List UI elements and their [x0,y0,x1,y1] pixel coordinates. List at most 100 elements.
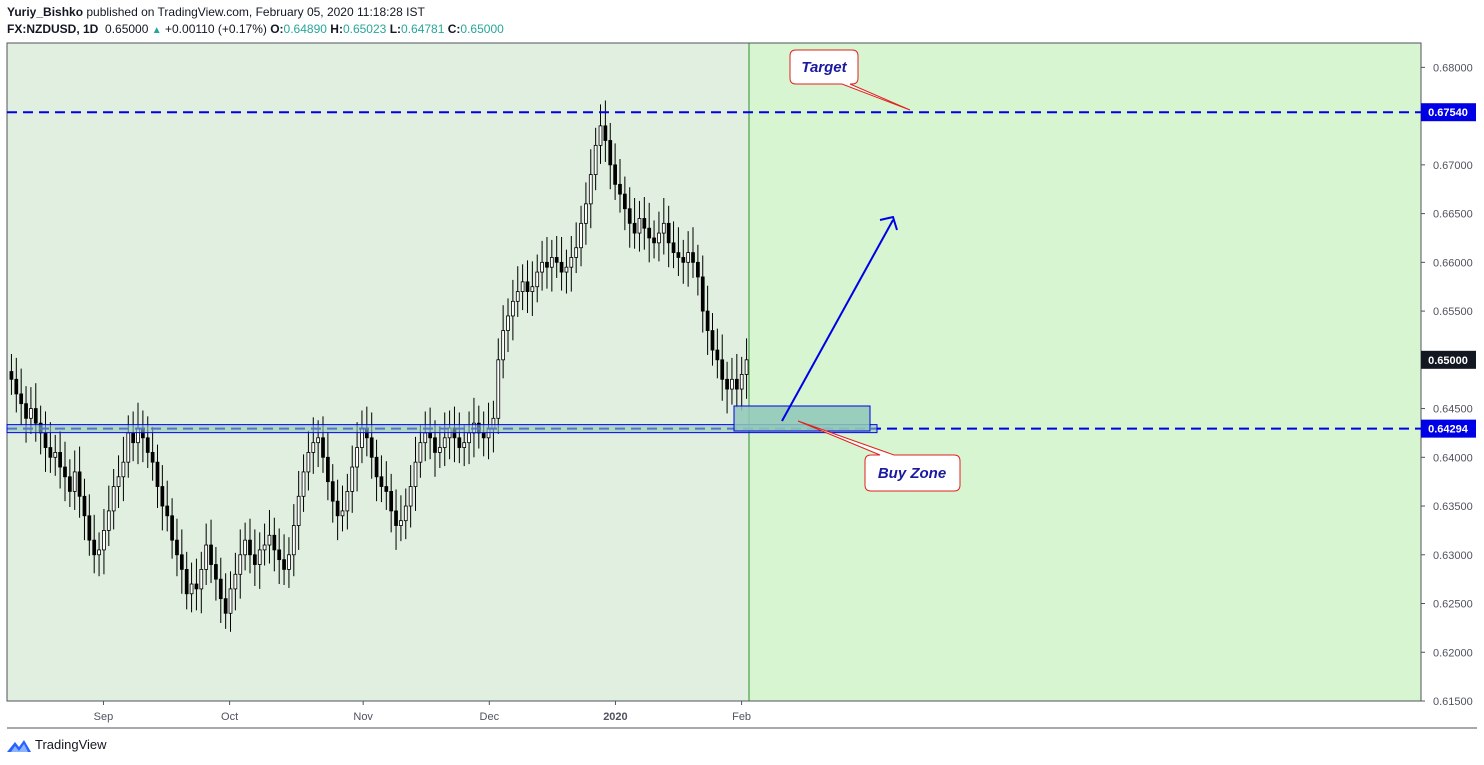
candle [252,529,257,586]
levels-group[interactable]: 0.67540 0.64294 [6,103,1476,438]
candle-body [165,505,170,517]
plot-frame [6,42,1422,702]
candle [652,220,656,259]
candle-body [262,544,267,551]
candle [102,508,106,575]
candle [218,557,223,624]
candle [394,489,398,550]
candle [248,518,252,574]
candle [53,434,58,476]
forecast-arrow[interactable] [781,219,894,422]
candle [335,479,340,541]
candle [106,485,111,547]
candle [14,357,19,413]
candle-body [496,359,501,419]
candle-body [506,315,510,331]
publish-date: published on TradingView.com, February 0… [86,5,425,19]
candle [189,562,194,613]
candle [403,488,408,540]
symbol-label[interactable]: FX:NZDUSD, 1D [7,22,99,36]
y-tick-label: 0.66000 [1433,257,1473,269]
y-tick-label: 0.64500 [1433,404,1473,416]
arrow-head-icon [879,215,898,231]
candle-body [525,281,530,292]
candle-body [442,437,447,448]
candle-body [355,447,359,468]
buy-zone-box[interactable] [733,405,871,432]
candle [710,313,715,366]
candle [63,441,67,502]
x-tick-label: 2020 [603,711,627,723]
candle-body [160,486,165,507]
y-tick-label: 0.63000 [1433,550,1473,562]
candle [175,518,179,577]
candle-body [715,349,720,361]
candle [72,450,77,510]
author-name[interactable]: Yuriy_Bishko [7,5,84,19]
candle-body [588,174,593,205]
candle-body [316,437,321,444]
y-tick-label: 0.63500 [1433,501,1473,513]
candle [384,461,389,510]
candle [730,357,734,405]
candle [67,459,72,508]
candle [739,356,744,411]
candle [506,298,510,353]
y-tick-label: 0.67000 [1433,160,1473,172]
candle [399,495,403,542]
candle [442,412,447,467]
candle-body [584,203,588,224]
candle [681,239,686,284]
candle [608,122,613,190]
candle [374,439,379,502]
candle [326,431,330,501]
candle [24,386,28,443]
candle [705,285,710,355]
candle [564,249,569,294]
candle-body [58,452,62,468]
candle [691,227,695,278]
candle-body [179,554,184,570]
candle [228,571,233,632]
candle-body [652,237,656,244]
candle-body [394,510,398,526]
last-price: 0.65000 [105,22,149,36]
tradingview-brand[interactable]: TradingView [7,737,107,752]
time-axis[interactable]: Sep Oct Nov Dec 2020 Feb [7,701,1477,729]
candle [666,205,671,268]
candle [647,202,652,263]
close-label: C: [447,22,461,36]
candle [287,537,291,588]
candle-body [82,495,87,517]
candle [569,236,574,292]
candle-body [403,505,408,522]
candle-body [223,598,228,614]
candle-body [87,515,92,541]
candle-body [369,437,374,458]
candle [511,279,515,341]
candles-group [9,100,749,632]
candle-body [632,222,637,234]
candle [579,205,583,267]
candle-body [106,510,111,531]
buy-zone-callout[interactable]: Buy Zone [797,420,961,492]
x-tick-label: Dec [480,711,500,723]
candle [184,551,189,610]
candle-body [233,573,238,590]
candle-body [67,476,72,492]
candle-body [720,359,725,380]
candle-body [350,466,355,492]
ohlc-legend: FX:NZDUSD, 1D 0.65000 ▲ +0.00110 (+0.17%… [7,22,504,36]
candle [277,528,282,585]
candle-body [384,486,389,492]
price-axis[interactable]: 0.61500 0.62000 0.62500 0.63000 0.63500 0.640… [1421,62,1476,708]
target-callout[interactable]: Target [789,49,911,111]
candle [116,455,121,508]
candle-body [598,125,603,146]
candle-body [287,554,291,570]
candle [369,412,374,479]
candle [355,422,359,492]
candle-body [413,461,418,487]
candle [632,197,637,249]
